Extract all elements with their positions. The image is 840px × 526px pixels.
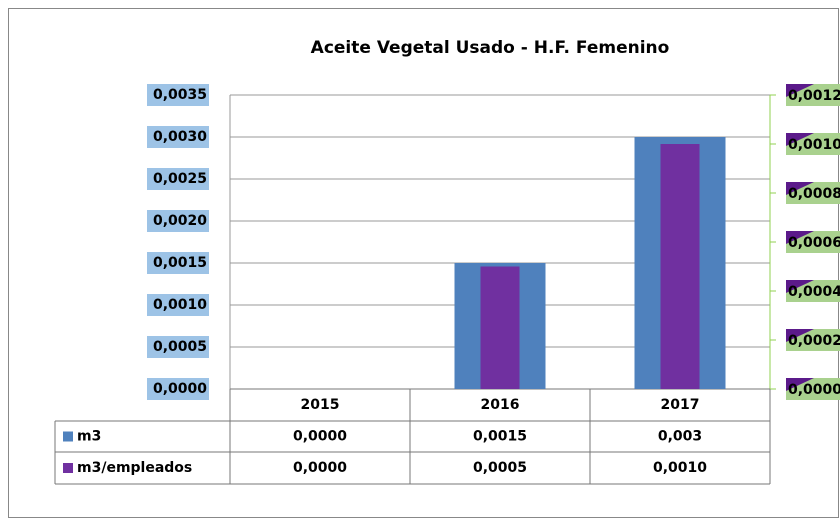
y-tick-label: 0,0035 <box>153 87 207 103</box>
y2-tick-label: 0,0010 <box>788 137 840 153</box>
y2-tick-label-deco <box>786 84 814 97</box>
y-tick-label-bg <box>147 210 209 232</box>
y2-tick-label-deco <box>786 231 814 244</box>
y2-tick-label: 0,0004 <box>788 284 840 300</box>
legend-swatch <box>63 431 73 442</box>
table-value: 0,003 <box>658 429 702 445</box>
y-tick-label: 0,0000 <box>153 381 207 397</box>
table-value: 0,0010 <box>653 460 707 476</box>
y2-tick-label: 0,0000 <box>788 382 840 398</box>
y2-tick-label: 0,0012 <box>788 88 840 104</box>
table-value: 0,0000 <box>293 429 347 445</box>
y-tick-label-bg <box>147 294 209 316</box>
y-tick-label: 0,0015 <box>153 255 207 271</box>
y2-tick-label: 0,0008 <box>788 186 840 202</box>
y-tick-label: 0,0030 <box>153 129 207 145</box>
y-tick-label-bg <box>147 84 209 106</box>
legend-label: m3 <box>77 429 101 445</box>
y2-tick-label-deco <box>786 329 814 342</box>
chart-title: Aceite Vegetal Usado - H.F. Femenino <box>311 38 670 58</box>
bar <box>660 144 700 389</box>
x-tick-label: 2015 <box>301 397 340 413</box>
y-tick-label: 0,0005 <box>153 339 207 355</box>
table-value: 0,0000 <box>293 460 347 476</box>
y2-tick-label-deco <box>786 133 814 146</box>
y-tick-label-bg <box>147 126 209 148</box>
y-tick-label: 0,0020 <box>153 213 207 229</box>
bar <box>480 266 520 389</box>
y-tick-label: 0,0025 <box>153 171 207 187</box>
y2-tick-label: 0,0006 <box>788 235 840 251</box>
legend-label: m3/empleados <box>77 460 192 476</box>
y-tick-label-bg <box>147 336 209 358</box>
x-tick-label: 2016 <box>481 397 520 413</box>
legend-swatch <box>63 463 73 473</box>
y-tick-label-bg <box>147 168 209 190</box>
table-value: 0,0015 <box>473 429 527 445</box>
y-tick-label-bg <box>147 378 209 400</box>
y-tick-label-bg <box>147 252 209 274</box>
y2-tick-label: 0,0002 <box>788 333 840 349</box>
y2-tick-label-deco <box>786 378 814 391</box>
y-tick-label: 0,0010 <box>153 297 207 313</box>
y2-tick-label-deco <box>786 280 814 293</box>
y2-tick-label-deco <box>786 182 814 195</box>
table-value: 0,0005 <box>473 460 527 476</box>
x-tick-label: 2017 <box>661 397 700 413</box>
